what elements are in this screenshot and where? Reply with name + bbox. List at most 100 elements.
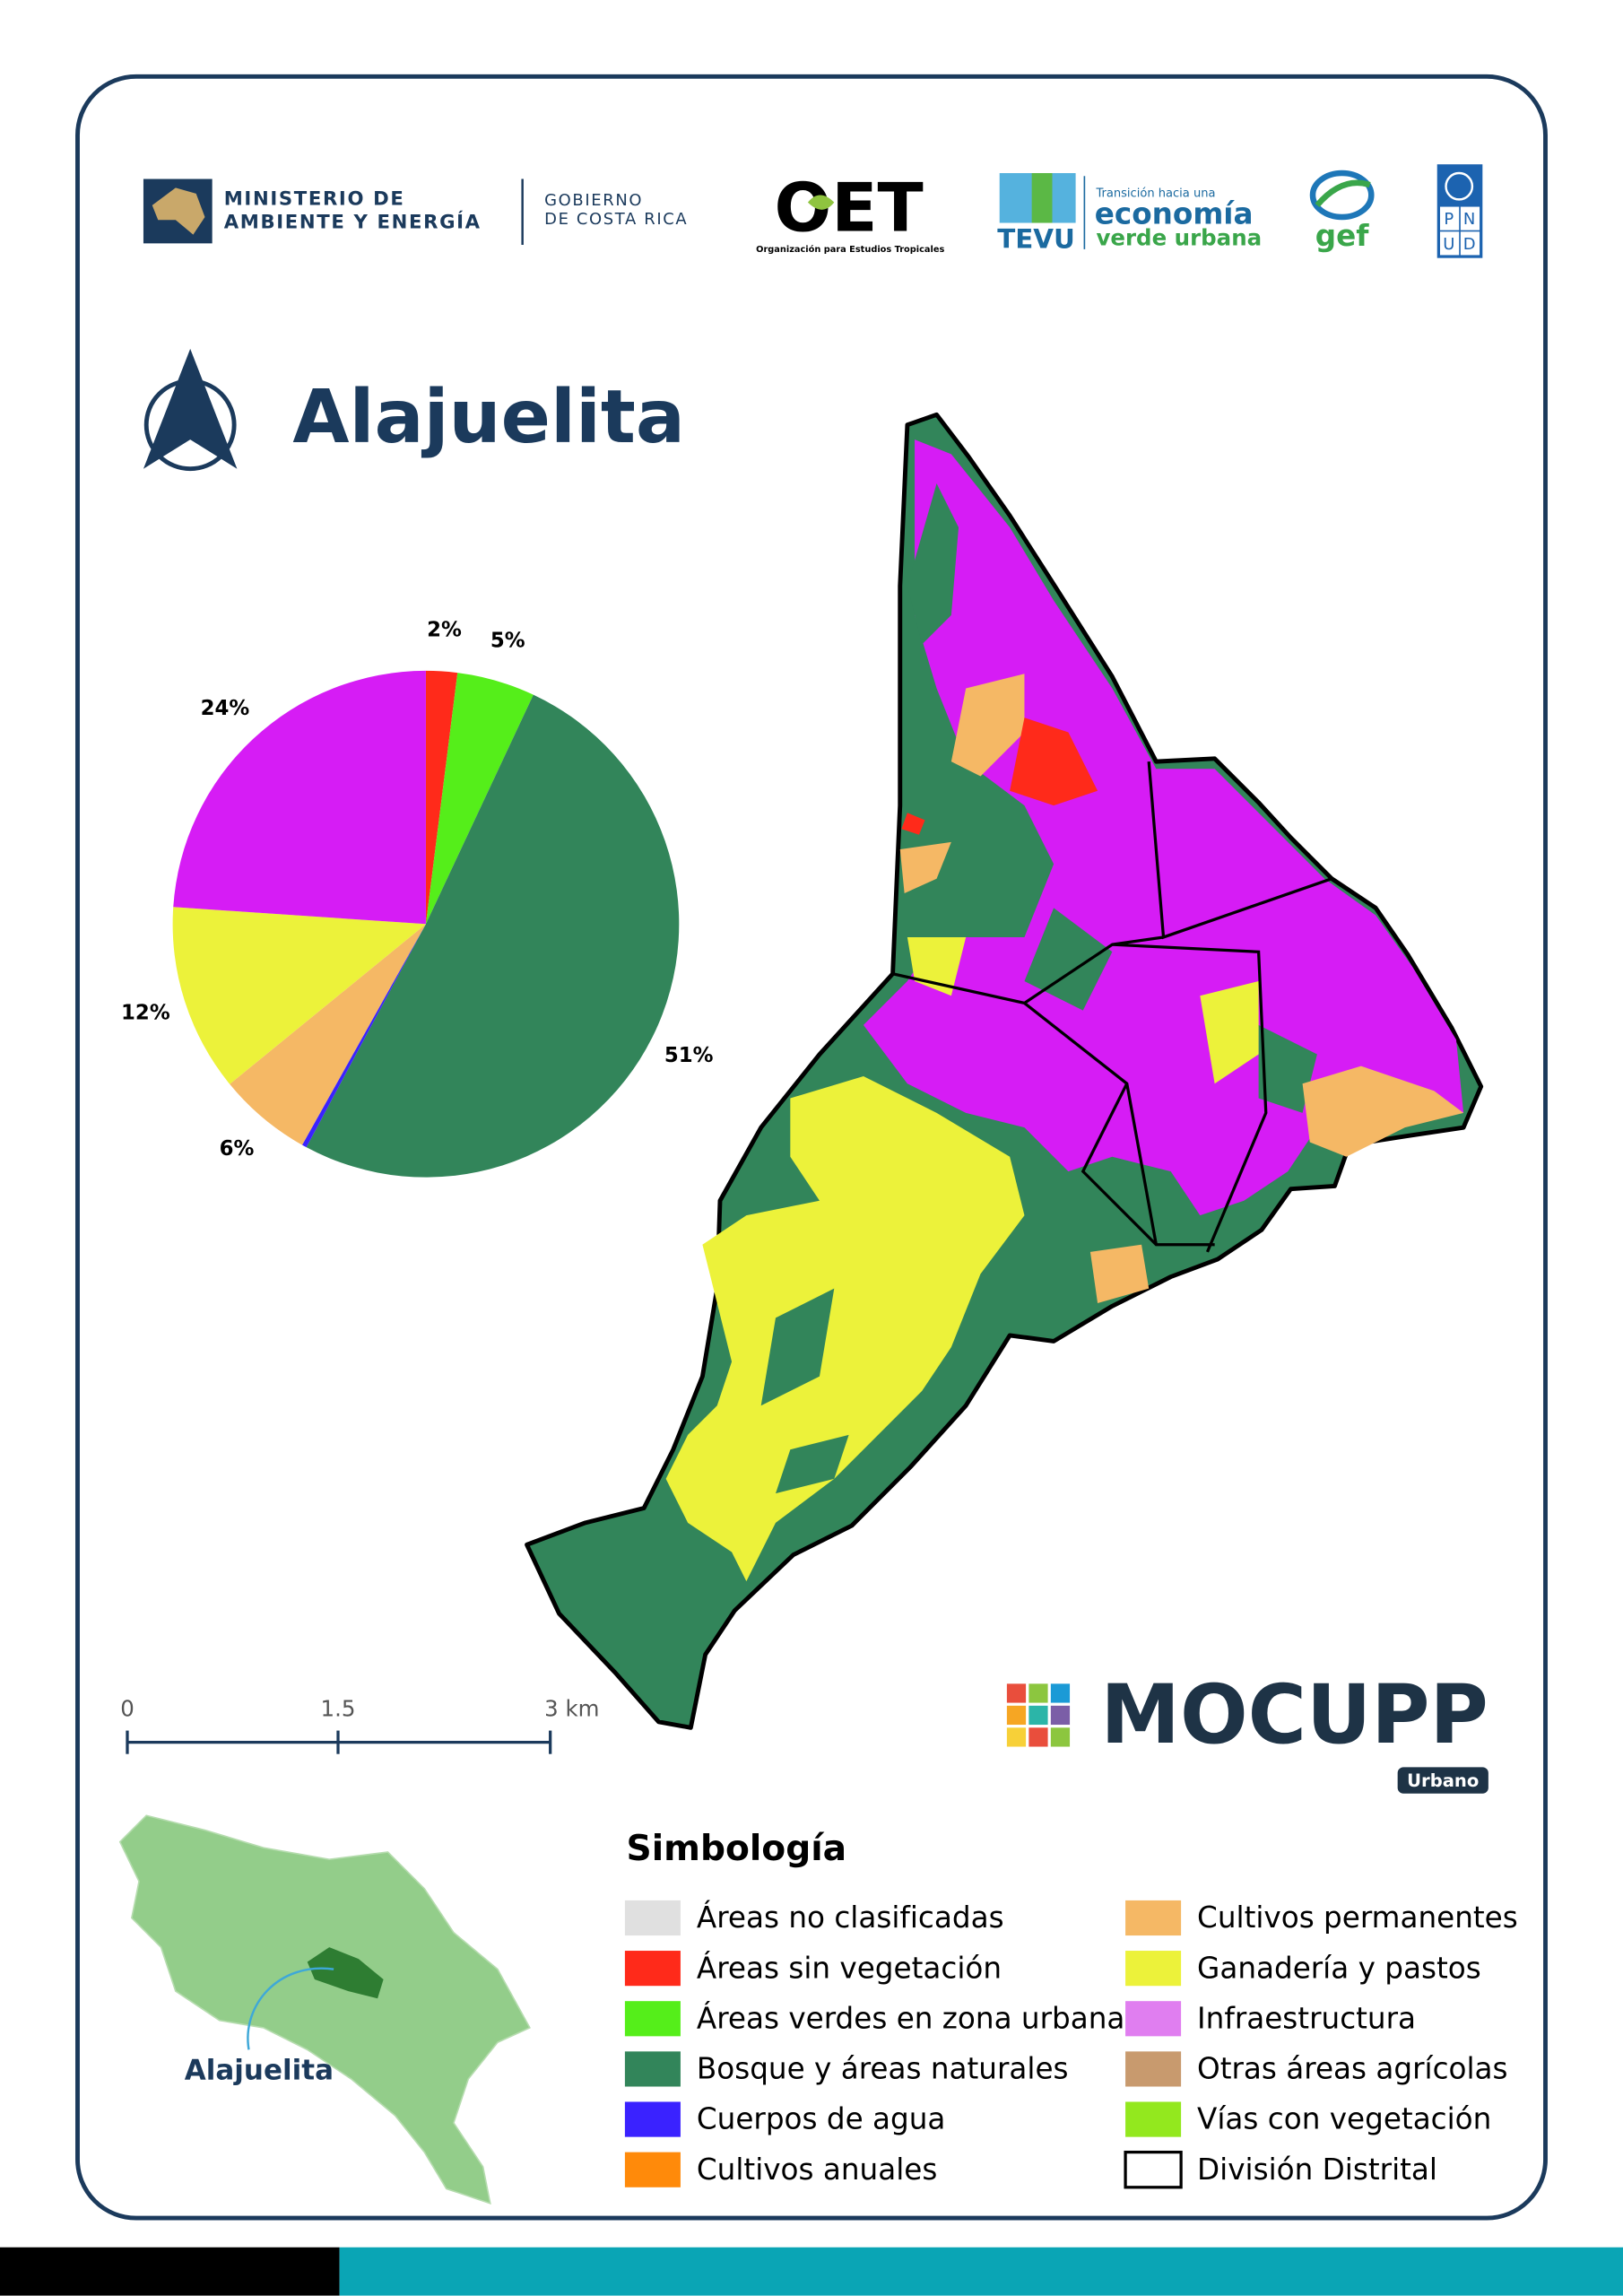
legend-label: Áreas sin vegetación — [697, 1951, 1002, 1985]
pie-slice — [301, 924, 426, 1148]
brand-tile — [1006, 1705, 1027, 1726]
pnud-letter: P — [1444, 210, 1454, 229]
legend-label: Cuerpos de agua — [697, 2102, 946, 2136]
footer-bar — [0, 2247, 340, 2296]
pie-label: 24% — [201, 697, 250, 720]
legend-swatch — [1125, 1951, 1182, 1987]
district-boundary — [892, 761, 1332, 1253]
oet-logo: OET — [774, 169, 923, 248]
government-text: DE COSTA RICA — [544, 210, 688, 229]
legend-swatch — [624, 2152, 681, 2187]
pnud-cell — [1439, 206, 1460, 230]
pie-slice — [230, 924, 426, 1145]
legend-swatch — [624, 2001, 681, 2037]
gef-ring — [1309, 170, 1375, 221]
country — [118, 1814, 531, 2205]
pie-chart: 2% 5% 51% 6% 12% 24% — [121, 618, 714, 1178]
scale-label: 1.5 — [321, 1696, 356, 1722]
legend-label: Áreas no clasificadas — [697, 1900, 1004, 1935]
land-cover-infra — [863, 439, 1464, 1216]
legend-label: Vías con vegetación — [1197, 2102, 1491, 2136]
brand-tile — [1028, 1705, 1048, 1726]
brand-tile — [1028, 1683, 1048, 1703]
pie-slice — [306, 694, 680, 1178]
pie-label: 12% — [121, 1001, 170, 1024]
pie-label: 2% — [427, 618, 462, 641]
legend-swatch — [624, 1951, 681, 1987]
legend-swatch — [624, 2101, 681, 2137]
pnud-letter: U — [1443, 235, 1454, 254]
legend-swatch — [624, 1900, 681, 1936]
land-cover-forest — [907, 483, 1317, 1113]
pnud-letter: D — [1463, 235, 1476, 254]
legend: Áreas no clasificadas Áreas sin vegetació… — [624, 1900, 1518, 2189]
legend-swatch — [624, 2051, 681, 2087]
legend-label: Áreas verdes en zona urbana — [697, 2001, 1125, 2035]
scale-label: 3 km — [544, 1696, 599, 1722]
pie-slice — [425, 673, 534, 925]
scale-bar: 0 1.5 3 km — [120, 1696, 600, 1754]
footer-bar — [339, 2247, 1623, 2296]
legend-label: Ganadería y pastos — [1197, 1951, 1481, 1985]
land-cover-pasture — [665, 936, 1259, 1582]
highlight — [307, 1947, 384, 1999]
map — [525, 412, 1484, 1730]
legend-label: Infraestructura — [1197, 2001, 1416, 2035]
pnud-emblem — [1445, 171, 1474, 201]
brand-tile — [1006, 1683, 1027, 1703]
legend-label: Otras áreas agrícolas — [1197, 2052, 1507, 2086]
ministry-icon — [152, 187, 205, 235]
tevu-economia: economía — [1095, 196, 1254, 230]
inset-map: Alajuelita — [118, 1814, 531, 2205]
header: MINISTERIO DE AMBIENTE Y ENERGÍA GOBIERN… — [143, 164, 1483, 258]
brand-tile — [1006, 1727, 1027, 1747]
government-text: GOBIERNO — [544, 191, 643, 210]
pie-slice — [425, 670, 458, 925]
pie-label: 5% — [490, 630, 525, 653]
pnud-cell — [1439, 231, 1460, 256]
pnud-cell — [1460, 231, 1480, 256]
brand-tile — [1028, 1727, 1048, 1747]
map-title: Alajuelita — [292, 375, 685, 460]
tevu-text: TEVU — [997, 224, 1075, 255]
pie-label: 6% — [220, 1137, 255, 1161]
brand-badge — [1397, 1767, 1488, 1794]
gef-text: gef — [1315, 219, 1369, 253]
tevu-icon — [1031, 173, 1053, 223]
north-arrowhead — [143, 348, 238, 469]
legend-swatch — [1125, 2001, 1182, 2037]
inset-label: Alajuelita — [185, 2054, 334, 2086]
ministry-text: AMBIENTE Y ENERGÍA — [224, 211, 482, 234]
callout — [247, 1967, 334, 2050]
tevu-caption: Transición hacia una — [1095, 187, 1215, 200]
oet-caption: Organización para Estudios Tropicales — [756, 244, 944, 255]
legend-swatch — [1125, 1900, 1182, 1936]
pnud-cell — [1460, 206, 1480, 230]
land-cover-forest — [760, 1288, 849, 1494]
brand-tile — [1050, 1705, 1071, 1726]
pie-slice — [173, 670, 426, 925]
land-cover-bare — [901, 718, 1098, 835]
ministry-text: MINISTERIO DE — [224, 187, 405, 210]
gef-ring — [1315, 179, 1371, 208]
pie-slice — [172, 907, 426, 1084]
pnud-letter: N — [1463, 210, 1475, 229]
brand-tile — [1050, 1683, 1071, 1703]
legend-label: Cultivos permanentes — [1197, 1900, 1518, 1935]
north-arrow — [143, 348, 238, 472]
legend-label: División Distrital — [1197, 2152, 1437, 2187]
brand-tile — [1050, 1727, 1071, 1747]
legend-label: Cultivos anuales — [697, 2152, 938, 2187]
brand-badge-text: Urbano — [1407, 1770, 1479, 1791]
legend-swatch — [1124, 2150, 1183, 2189]
brand: MOCUPP Urbano — [1006, 1666, 1488, 1794]
legend-swatch — [1125, 2101, 1182, 2137]
tevu-verde: verde urbana — [1096, 224, 1262, 250]
legend-label: Bosque y áreas naturales — [697, 2052, 1069, 2086]
scale-label: 0 — [120, 1696, 135, 1722]
leaf — [807, 195, 835, 210]
legend-title: Simbología — [627, 1829, 847, 1869]
pie-label: 51% — [664, 1044, 714, 1067]
